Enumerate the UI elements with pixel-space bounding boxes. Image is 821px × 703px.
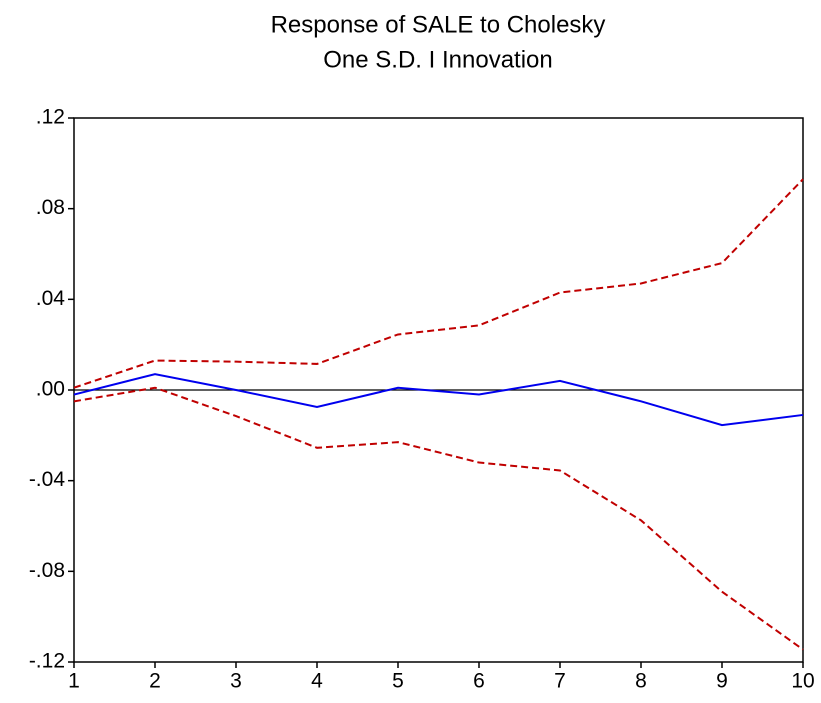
y-tick-label: -.04 — [29, 468, 66, 491]
x-tick-label: 2 — [149, 670, 161, 693]
y-tick-label: .00 — [36, 378, 65, 401]
x-tick-label: 9 — [716, 670, 728, 693]
x-tick-label: 7 — [554, 670, 566, 693]
x-tick-label: 4 — [311, 670, 323, 693]
series-line — [73, 386, 804, 651]
series-line — [73, 373, 804, 427]
x-tick-label: 5 — [392, 670, 404, 693]
x-tick-label: 6 — [473, 670, 485, 693]
x-tick-label: 8 — [635, 670, 647, 693]
y-tick-label: -.12 — [29, 650, 65, 673]
y-tick-label: -.08 — [29, 559, 65, 582]
y-tick-label: .04 — [36, 287, 66, 310]
x-tick-label: 1 — [68, 670, 80, 693]
y-tick-label: .12 — [36, 106, 65, 129]
x-tick-label: 3 — [230, 670, 242, 693]
y-tick-label: .08 — [36, 196, 65, 219]
x-tick-label: 10 — [791, 670, 814, 693]
chart-title: Response of SALE to Cholesky — [271, 11, 606, 38]
chart-subtitle: One S.D. I Innovation — [323, 46, 552, 73]
series-line — [73, 178, 804, 389]
